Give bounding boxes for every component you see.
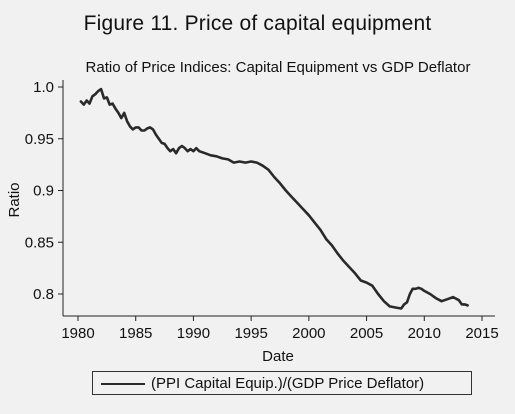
x-tick-label: 1980 [61,325,94,342]
legend-swatch [101,383,145,385]
x-tick-label: 2005 [350,325,383,342]
axes: 0.8 0.85 0.9 0.95 1.0 1980 1985 1990 1995 2000 200… [25,79,499,342]
legend-label: (PPI Capital Equip.)/(GDP Price Deflator… [151,375,425,392]
y-tick-label: 1.0 [33,79,54,96]
x-tick-label: 1990 [177,325,210,342]
figure-title: Figure 11. Price of capital equipment [83,12,432,35]
series-line-0 [79,87,469,310]
plot-area [79,87,469,310]
x-tick-label: 2015 [465,325,498,342]
x-tick-label: 2010 [408,325,441,342]
legend: (PPI Capital Equip.)/(GDP Price Deflator… [92,371,472,395]
chart-title: Ratio of Price Indices: Capital Equipmen… [86,59,471,76]
x-tick-label: 2000 [292,325,325,342]
y-tick-label: 0.9 [33,183,54,200]
y-tick-label: 0.85 [25,234,54,251]
y-tick-label: 0.8 [33,286,54,303]
x-axis-label: Date [262,348,294,365]
x-tick-label: 1995 [234,325,267,342]
y-axis-label: Ratio [6,182,23,217]
y-tick-label: 0.95 [25,131,54,148]
x-tick-label: 1985 [119,325,152,342]
